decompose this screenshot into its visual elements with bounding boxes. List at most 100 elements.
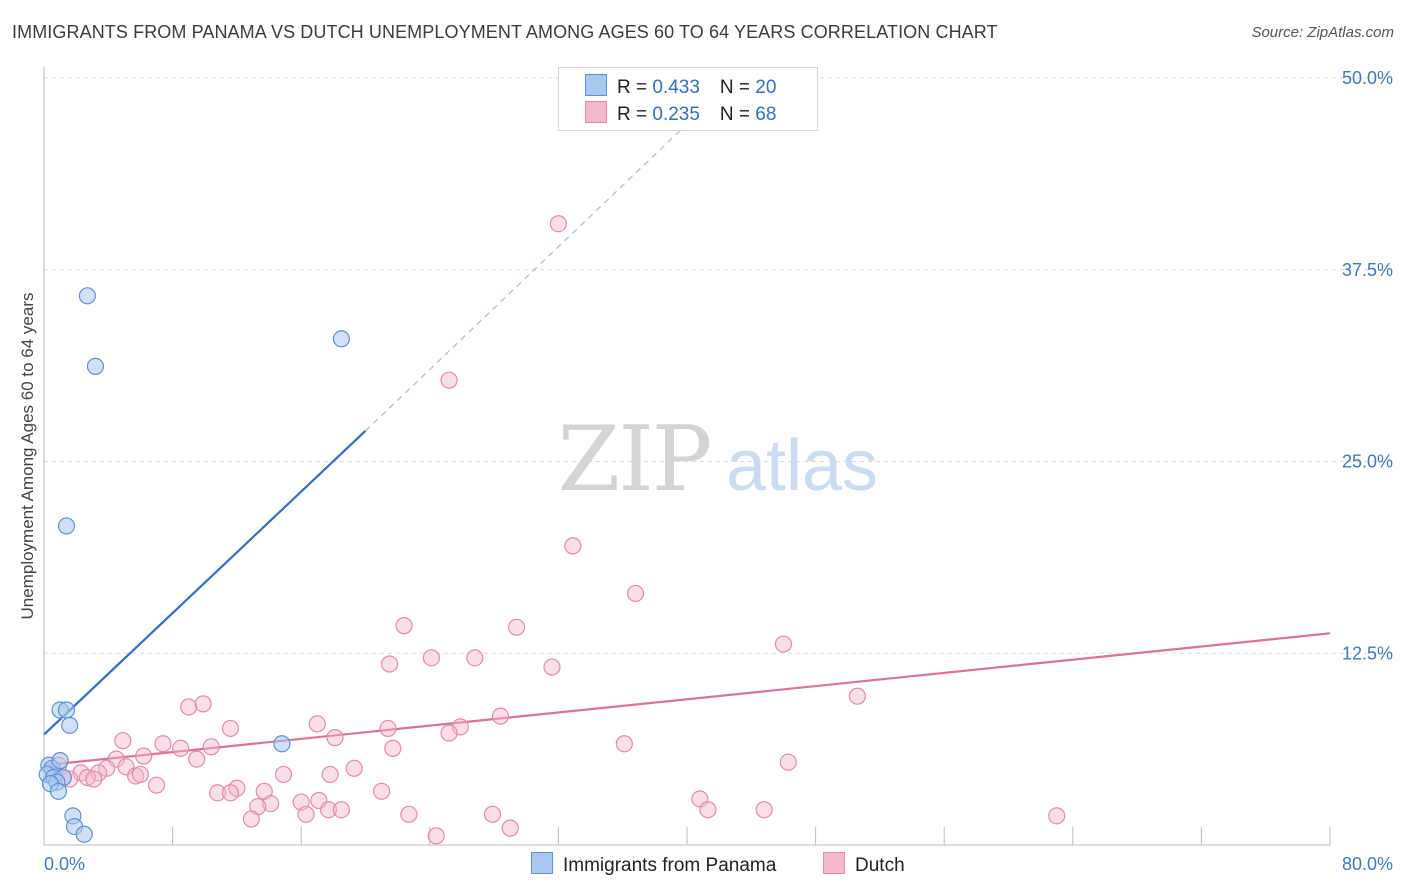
y-axis-label: Unemployment Among Ages 60 to 64 years — [18, 292, 37, 620]
dutch-point — [202, 738, 220, 756]
dutch-point — [466, 649, 484, 667]
trend-lines — [43, 77, 1331, 767]
dutch-point — [779, 753, 797, 771]
watermark-zip: ZIP — [558, 407, 711, 512]
gridlines — [44, 77, 1392, 654]
legend: R = 0.433 N = 20 R = 0.235 N = 68 — [558, 67, 818, 131]
dutch-point — [114, 732, 132, 750]
dutch-point — [332, 801, 350, 819]
legend-r-label: R = — [617, 77, 653, 98]
dutch-point — [501, 819, 519, 837]
bottom-legend-label-dutch: Dutch — [855, 855, 905, 876]
bottom-legend-swatch-dutch — [823, 852, 845, 874]
dutch-trend-line — [43, 632, 1331, 767]
dutch-point — [194, 695, 212, 713]
axes — [43, 66, 1331, 846]
bottom-legend-panama: Immigrants from Panama — [531, 852, 776, 877]
dutch-point — [242, 810, 260, 828]
legend-swatch-panama — [585, 74, 607, 96]
panama-point — [57, 517, 76, 535]
legend-n-value: 68 — [755, 104, 777, 125]
dutch-point — [147, 776, 166, 794]
y-tick-label: 12.5% — [1342, 643, 1393, 663]
dutch-point — [848, 687, 866, 705]
dutch-point — [297, 805, 315, 823]
dutch-point — [188, 750, 206, 768]
panama-point — [86, 357, 105, 375]
dutch-point — [626, 584, 645, 603]
legend-r-value: 0.433 — [652, 77, 700, 98]
dutch-point — [615, 735, 633, 753]
dutch-point — [135, 747, 153, 765]
y-tick-label: 25.0% — [1342, 452, 1393, 472]
dutch-point — [172, 739, 190, 757]
legend-n-value: 20 — [755, 77, 777, 98]
legend-row-dutch: R = 0.235 N = 68 — [585, 101, 776, 127]
bottom-legend-dutch: Dutch — [823, 852, 905, 877]
dutch-point — [345, 759, 363, 777]
panama-point — [57, 701, 76, 719]
tick-labels: 12.5% 25.0% 37.5% 50.0% 0.0% 80.0% — [44, 68, 1393, 874]
panama-trend-extension — [365, 77, 736, 432]
panama-trend-line — [43, 430, 367, 736]
y-tick-label: 37.5% — [1342, 260, 1393, 280]
dutch-point — [422, 649, 441, 667]
panama-point — [332, 330, 350, 348]
dutch-point — [209, 784, 227, 802]
source-text: Source: ZipAtlas.com — [1251, 24, 1394, 41]
dutch-point — [372, 782, 391, 800]
dutch-point — [381, 655, 399, 673]
dutch-point — [221, 784, 240, 802]
legend-r-value: 0.235 — [652, 104, 700, 125]
dutch-point — [154, 735, 172, 753]
dutch-point — [78, 768, 97, 787]
dutch-point — [379, 719, 397, 738]
legend-swatch-dutch — [585, 101, 607, 123]
legend-n-label: N = — [719, 104, 756, 125]
dutch-point — [699, 801, 717, 819]
dutch-point — [384, 739, 402, 757]
x-tick-label: 0.0% — [44, 854, 85, 874]
watermark-atlas: atlas — [726, 426, 878, 506]
panama-points — [38, 287, 350, 843]
dutch-point — [395, 617, 413, 635]
dutch-point — [85, 770, 103, 788]
x-tick-label: 80.0% — [1342, 854, 1393, 874]
panama-point — [273, 735, 291, 753]
dutch-point — [274, 765, 293, 784]
dutch-point — [483, 805, 502, 823]
dutch-point — [549, 215, 568, 233]
dutch-point — [508, 618, 526, 636]
dutch-point — [440, 724, 458, 742]
dutch-point — [1048, 807, 1066, 825]
bottom-legend-swatch-panama — [531, 852, 553, 874]
dutch-point — [308, 715, 326, 733]
panama-point — [61, 716, 79, 734]
panama-point — [75, 825, 93, 843]
legend-row-panama: R = 0.433 N = 20 — [585, 74, 776, 100]
y-tick-label: 50.0% — [1342, 68, 1393, 88]
dutch-point — [400, 805, 418, 823]
dutch-point — [321, 765, 339, 784]
panama-point — [51, 752, 69, 770]
dutch-point — [326, 729, 344, 747]
panama-point — [49, 782, 68, 800]
panama-point — [78, 287, 97, 305]
dutch-point — [755, 801, 773, 819]
dutch-point — [262, 794, 280, 813]
dutch-point — [564, 537, 582, 555]
dutch-point — [180, 698, 198, 716]
dutch-point — [131, 765, 150, 784]
dutch-point — [491, 707, 510, 725]
chart-title: IMMIGRANTS FROM PANAMA VS DUTCH UNEMPLOY… — [12, 22, 998, 42]
legend-r-label: R = — [617, 104, 653, 125]
dutch-point — [543, 658, 561, 676]
dutch-point — [98, 759, 116, 777]
bottom-legend-label-panama: Immigrants from Panama — [563, 855, 777, 876]
dutch-point — [427, 827, 445, 845]
dutch-point — [440, 371, 458, 389]
dutch-point — [221, 719, 240, 738]
dutch-point — [319, 801, 338, 819]
dutch-point — [774, 635, 793, 653]
